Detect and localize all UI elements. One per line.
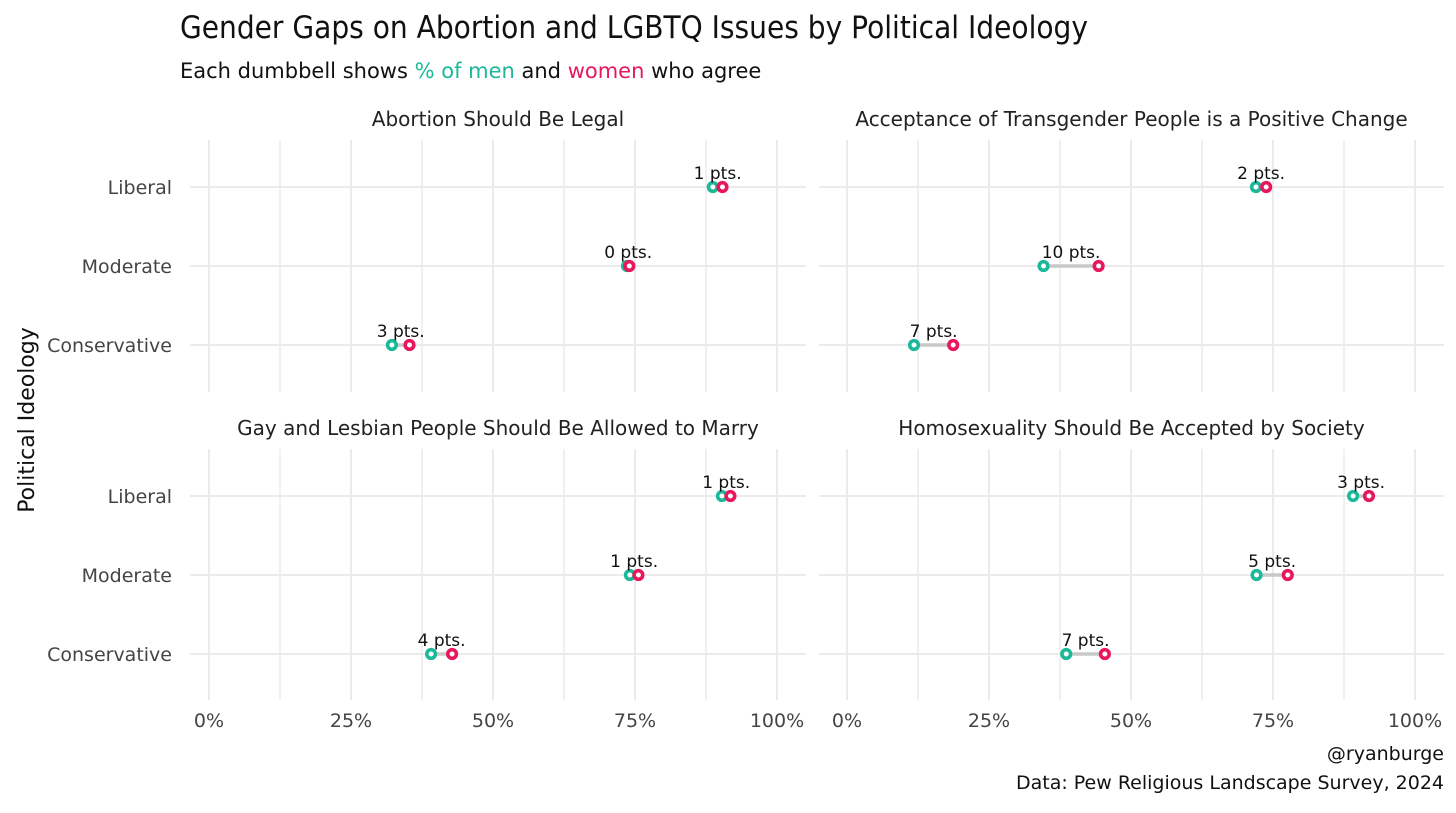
caption-source: Data: Pew Religious Landscape Survey, 20… [1016, 772, 1444, 794]
women-point [716, 180, 729, 194]
panel-title: Acceptance of Transgender People is a Po… [855, 107, 1407, 131]
x-tick-label: 25% [968, 710, 1010, 732]
women-point [446, 647, 459, 661]
y-axis-label: Political Ideology [15, 327, 40, 513]
x-tick-label: 75% [1252, 710, 1294, 732]
x-tick-label: 50% [472, 710, 514, 732]
women-point [1260, 180, 1273, 194]
x-tick-label: 25% [330, 710, 372, 732]
panel-2: Gay and Lesbian People Should Be Allowed… [47, 416, 806, 732]
panel-title: Gay and Lesbian People Should Be Allowed… [237, 416, 759, 440]
women-point [632, 568, 645, 582]
women-point [1281, 568, 1294, 582]
panel-title: Abortion Should Be Legal [372, 107, 624, 131]
gap-label: 4 pts. [418, 631, 466, 651]
men-point [907, 338, 921, 352]
x-tick-label: 0% [194, 710, 224, 732]
men-point [385, 338, 398, 352]
subtitle-men: % of men [415, 59, 515, 83]
gap-label: 2 pts. [1237, 164, 1285, 184]
panel-0: Abortion Should Be Legal Liberal Moderate C… [47, 107, 806, 392]
men-point [1037, 259, 1050, 273]
women-point [403, 338, 416, 352]
x-tick-label: 100% [750, 710, 804, 732]
women-point [1098, 647, 1111, 661]
subtitle-women: women [568, 59, 645, 83]
y-tick-label: Liberal [108, 177, 172, 199]
panel-3: Homosexuality Should Be Accepted by Soci… [819, 416, 1444, 732]
men-point [1060, 647, 1073, 661]
y-tick-label: Conservative [47, 644, 172, 666]
gap-label: 7 pts. [910, 322, 958, 342]
y-tick-label: Liberal [108, 486, 172, 508]
panel-1: Acceptance of Transgender People is a Po… [819, 107, 1444, 392]
gap-label: 3 pts. [377, 322, 425, 342]
x-tick-label: 50% [1110, 710, 1152, 732]
women-point [1092, 259, 1105, 273]
gap-label: 5 pts. [1248, 552, 1296, 572]
gap-label: 1 pts. [610, 552, 658, 572]
chart-title: Gender Gaps on Abortion and LGBTQ Issues… [180, 10, 1088, 46]
gap-label: 1 pts. [702, 473, 750, 493]
x-tick-label: 75% [614, 710, 656, 732]
subtitle-part: Each dumbbell shows [180, 59, 415, 83]
women-point [623, 259, 636, 273]
women-point [1362, 489, 1376, 503]
men-point [1250, 568, 1263, 582]
x-tick-label: 100% [1388, 710, 1442, 732]
chart-subtitle: Each dumbbell shows % of men and women w… [180, 59, 761, 83]
panel-title: Homosexuality Should Be Accepted by Soci… [898, 416, 1365, 440]
subtitle-part: and [515, 59, 568, 83]
gap-label: 3 pts. [1337, 473, 1385, 493]
y-tick-label: Moderate [82, 256, 172, 278]
y-tick-label: Conservative [47, 335, 172, 357]
women-point [724, 489, 737, 503]
men-point [424, 647, 438, 661]
gap-label: 1 pts. [694, 164, 742, 184]
y-tick-label: Moderate [82, 565, 172, 587]
subtitle-part: who agree [644, 59, 761, 83]
caption-handle: @ryanburge [1327, 743, 1444, 765]
gap-label: 7 pts. [1062, 631, 1110, 651]
gap-label: 10 pts. [1042, 243, 1101, 263]
men-point [1346, 489, 1360, 503]
gap-label: 0 pts. [604, 243, 652, 263]
women-point [947, 338, 960, 352]
x-tick-label: 0% [832, 710, 862, 732]
